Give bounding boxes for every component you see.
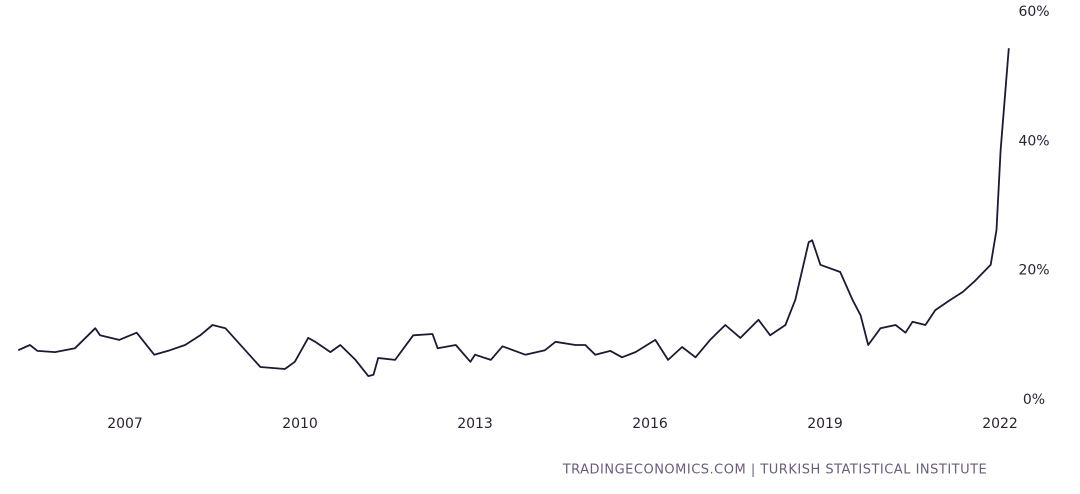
y-tick-label: 60% — [1018, 4, 1049, 20]
x-tick-label: 2007 — [107, 416, 143, 432]
y-tick-label: 40% — [1018, 133, 1049, 149]
y-tick-label: 20% — [1018, 263, 1049, 279]
x-tick-label: 2019 — [807, 416, 843, 432]
y-tick-label: 0% — [1023, 392, 1045, 408]
x-tick-label: 2022 — [982, 416, 1018, 432]
source-note: TRADINGECONOMICS.COM | TURKISH STATISTIC… — [562, 463, 988, 478]
x-tick-label: 2016 — [632, 416, 668, 432]
line-series — [17, 48, 1010, 377]
x-tick-label: 2013 — [457, 416, 493, 432]
x-tick-label: 2010 — [282, 416, 318, 432]
